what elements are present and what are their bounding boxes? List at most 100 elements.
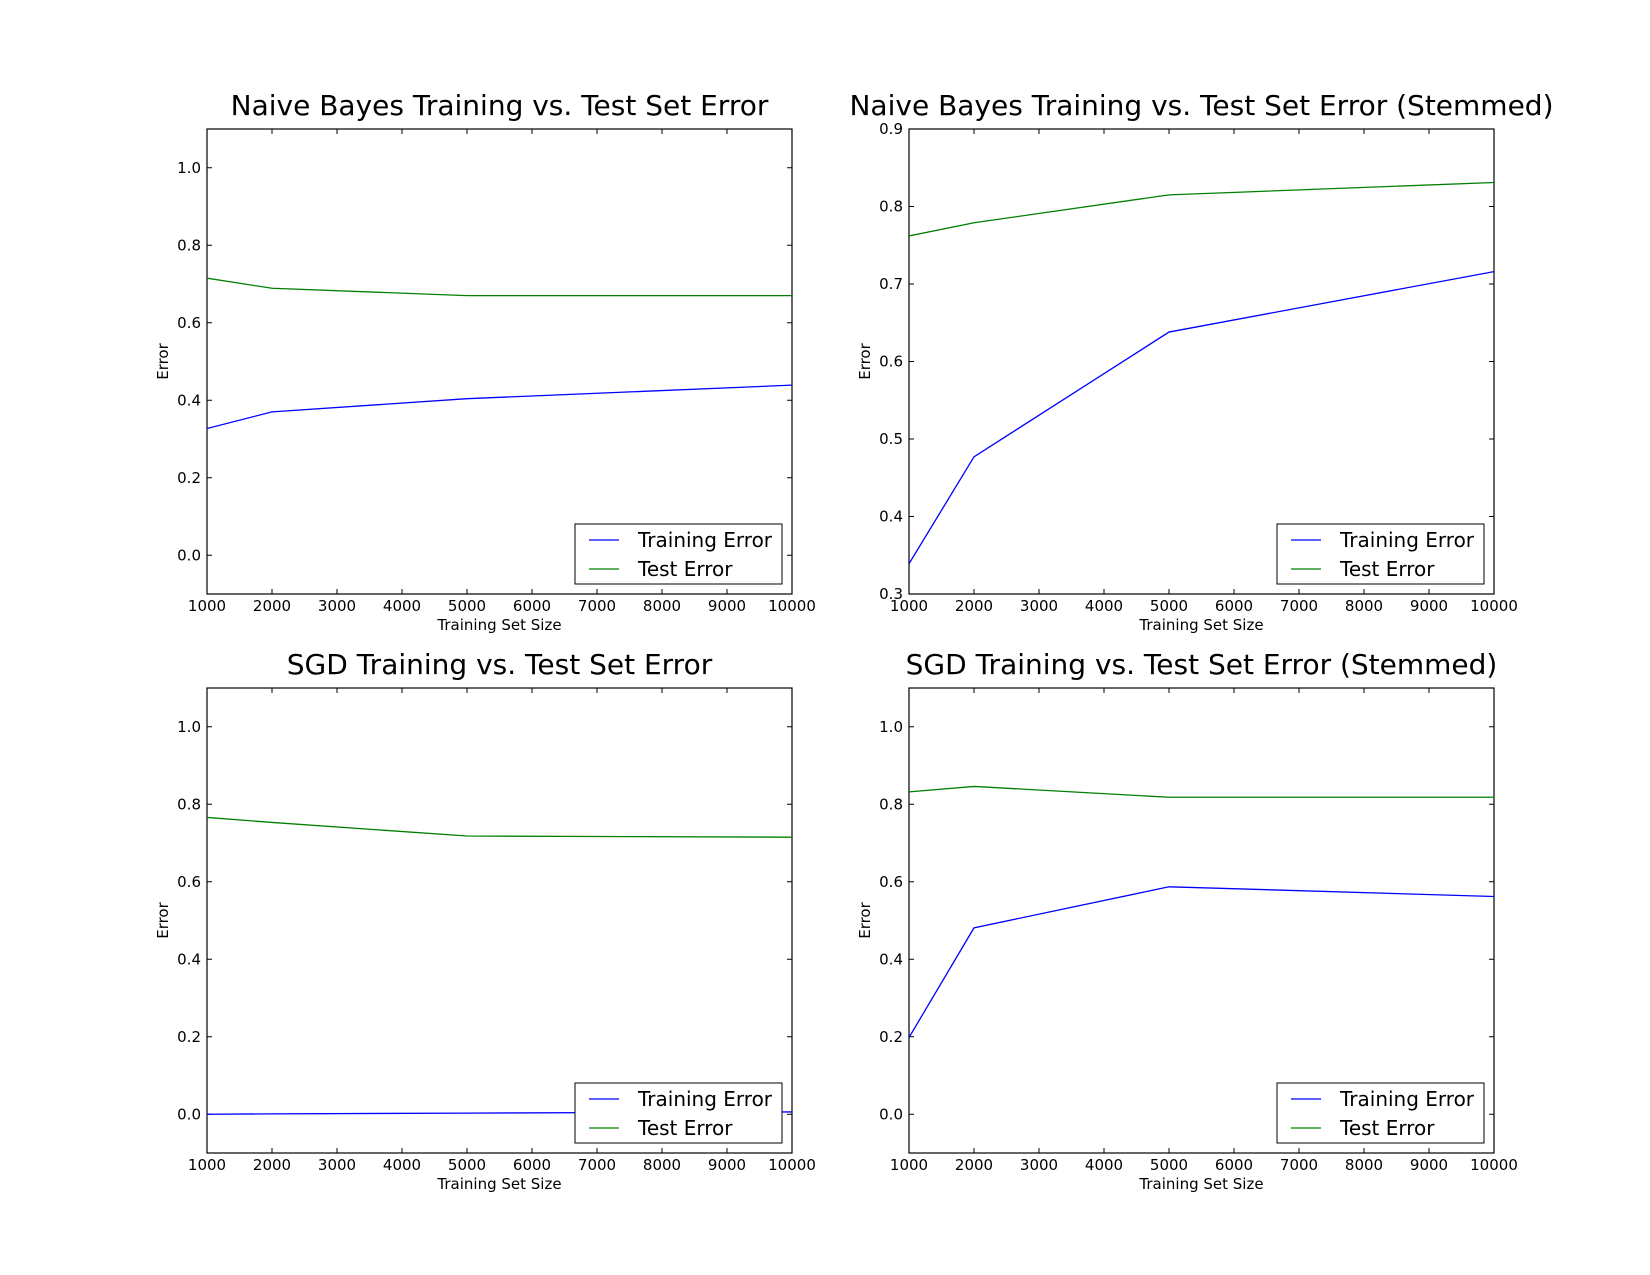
- x-tick-label: 5000: [448, 597, 486, 615]
- x-tick-label: 8000: [643, 1156, 681, 1174]
- x-tick-label: 6000: [1215, 1156, 1253, 1174]
- y-tick-label: 0.6: [177, 873, 201, 891]
- x-tick-label: 1000: [890, 597, 928, 615]
- x-tick-label: 8000: [1345, 1156, 1383, 1174]
- y-tick-label: 1.0: [879, 718, 903, 736]
- test-error-line: [909, 785, 1494, 798]
- x-tick-label: 4000: [383, 1156, 421, 1174]
- training-error-line: [909, 886, 1494, 1038]
- plot-area: [908, 128, 1495, 595]
- x-tick-label: 1000: [188, 1156, 226, 1174]
- x-tick-label: 1000: [890, 1156, 928, 1174]
- legend-label-test: Test Error: [1339, 1116, 1435, 1140]
- plot-area: [908, 687, 1495, 1154]
- y-tick-label: 0.4: [177, 950, 201, 968]
- y-tick-label: 0.8: [879, 795, 903, 813]
- legend-label-test: Test Error: [637, 557, 733, 581]
- plot-area: [206, 128, 793, 595]
- x-tick-label: 7000: [578, 1156, 616, 1174]
- legend-box: [1276, 523, 1485, 585]
- y-tick-label: 0.7: [879, 275, 903, 293]
- x-axis-label: Training Set Size: [1138, 1175, 1263, 1193]
- x-tick-label: 3000: [1020, 597, 1058, 615]
- chart-panel-4: SGD Training vs. Test Set Error (Stemmed…: [856, 648, 1518, 1193]
- y-tick-label: 0.3: [879, 585, 903, 603]
- x-tick-label: 10000: [1470, 597, 1518, 615]
- legend-box: [574, 1082, 783, 1144]
- y-tick-label: 1.0: [177, 159, 201, 177]
- y-tick-label: 0.4: [177, 391, 201, 409]
- y-tick-label: 0.5: [879, 430, 903, 448]
- plot-area: [206, 687, 793, 1154]
- chart-panel-2: Naive Bayes Training vs. Test Set Error …: [849, 89, 1553, 634]
- y-tick-label: 0.0: [177, 1105, 201, 1123]
- chart-title: Naive Bayes Training vs. Test Set Error …: [849, 89, 1553, 122]
- y-tick-label: 0.6: [879, 353, 903, 371]
- y-tick-label: 0.8: [879, 198, 903, 216]
- y-tick-label: 0.2: [177, 1028, 201, 1046]
- y-tick-label: 1.0: [177, 718, 201, 736]
- x-tick-label: 6000: [1215, 597, 1253, 615]
- x-tick-label: 3000: [1020, 1156, 1058, 1174]
- legend-label-training: Training Error: [1339, 528, 1475, 552]
- legend-label-training: Training Error: [637, 528, 773, 552]
- test-error-line: [207, 277, 792, 297]
- legend-label-test: Test Error: [1339, 557, 1435, 581]
- chart-panel-1: Naive Bayes Training vs. Test Set Error 1…: [154, 89, 816, 634]
- chart-title: SGD Training vs. Test Set Error (Stemmed…: [906, 648, 1498, 681]
- x-tick-label: 3000: [318, 597, 356, 615]
- y-tick-label: 0.6: [879, 873, 903, 891]
- legend-label-test: Test Error: [637, 1116, 733, 1140]
- training-error-line: [909, 270, 1494, 565]
- y-axis-label: Error: [154, 342, 172, 379]
- x-tick-label: 2000: [955, 597, 993, 615]
- legend-label-training: Training Error: [1339, 1087, 1475, 1111]
- x-tick-label: 9000: [708, 1156, 746, 1174]
- x-tick-label: 9000: [708, 597, 746, 615]
- legend: Training Error Test Error: [574, 523, 783, 585]
- test-error-line: [207, 816, 792, 838]
- x-tick-label: 4000: [1085, 1156, 1123, 1174]
- chart-panel-3: SGD Training vs. Test Set Error 1000 2000 3…: [154, 648, 816, 1193]
- x-tick-label: 5000: [1150, 1156, 1188, 1174]
- x-tick-label: 5000: [448, 1156, 486, 1174]
- x-tick-label: 10000: [768, 597, 816, 615]
- x-tick-label: 2000: [253, 597, 291, 615]
- y-tick-label: 0.4: [879, 508, 903, 526]
- x-tick-label: 7000: [1280, 1156, 1318, 1174]
- y-tick-label: 0.0: [177, 546, 201, 564]
- y-tick-label: 0.4: [879, 950, 903, 968]
- training-error-line: [207, 384, 792, 430]
- x-tick-label: 8000: [1345, 597, 1383, 615]
- x-tick-label: 8000: [643, 597, 681, 615]
- x-axis-label: Training Set Size: [436, 616, 561, 634]
- x-tick-label: 6000: [513, 1156, 551, 1174]
- x-tick-label: 2000: [253, 1156, 291, 1174]
- legend-label-training: Training Error: [637, 1087, 773, 1111]
- y-tick-label: 0.8: [177, 236, 201, 254]
- x-tick-label: 10000: [768, 1156, 816, 1174]
- x-tick-label: 3000: [318, 1156, 356, 1174]
- y-tick-label: 0.8: [177, 795, 201, 813]
- x-tick-label: 7000: [578, 597, 616, 615]
- legend-box: [1276, 1082, 1485, 1144]
- chart-title: SGD Training vs. Test Set Error: [287, 648, 713, 681]
- legend: Training Error Test Error: [1276, 523, 1485, 585]
- legend: Training Error Test Error: [1276, 1082, 1485, 1144]
- legend-box: [574, 523, 783, 585]
- y-axis-label: Error: [154, 901, 172, 938]
- x-tick-label: 7000: [1280, 597, 1318, 615]
- x-axis-label: Training Set Size: [436, 1175, 561, 1193]
- test-error-line: [909, 181, 1494, 237]
- x-tick-label: 4000: [1085, 597, 1123, 615]
- y-tick-label: 0.2: [177, 469, 201, 487]
- x-tick-label: 5000: [1150, 597, 1188, 615]
- y-tick-label: 0.6: [177, 314, 201, 332]
- x-tick-label: 6000: [513, 597, 551, 615]
- x-tick-label: 10000: [1470, 1156, 1518, 1174]
- y-tick-label: 0.0: [879, 1105, 903, 1123]
- x-tick-label: 9000: [1410, 597, 1448, 615]
- x-tick-label: 1000: [188, 597, 226, 615]
- y-tick-label: 0.2: [879, 1028, 903, 1046]
